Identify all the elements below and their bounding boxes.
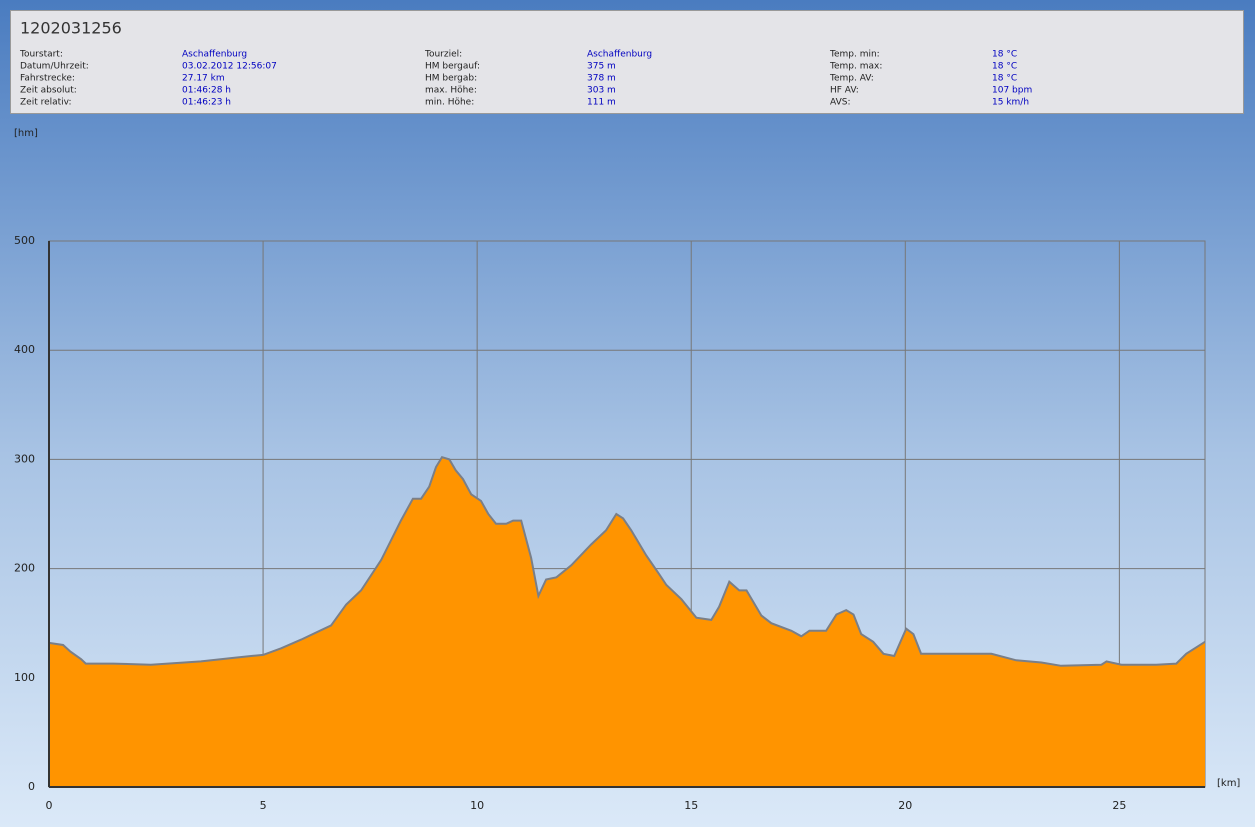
x-tick-label: 10 bbox=[470, 799, 484, 812]
y-tick-label: 0 bbox=[28, 780, 35, 793]
info-value: 303 m bbox=[587, 86, 616, 96]
info-label: Fahrstrecke: bbox=[20, 74, 75, 84]
info-value: 18 °C bbox=[992, 74, 1017, 84]
y-axis-label: [hm] bbox=[14, 128, 38, 139]
elevation-line bbox=[48, 456, 1206, 667]
y-tick-label: 100 bbox=[14, 671, 35, 684]
info-label: min. Höhe: bbox=[425, 98, 474, 108]
info-value: Aschaffenburg bbox=[587, 50, 652, 60]
y-tick-label: 500 bbox=[14, 234, 35, 247]
info-value: 01:46:23 h bbox=[182, 98, 231, 108]
info-label: Temp. min: bbox=[829, 50, 880, 60]
info-value: 18 °C bbox=[992, 50, 1017, 60]
info-value: 01:46:28 h bbox=[182, 86, 231, 96]
info-label: HM bergab: bbox=[425, 74, 477, 84]
info-label: Datum/Uhrzeit: bbox=[20, 62, 89, 72]
info-label: HF AV: bbox=[830, 86, 859, 96]
x-tick-label: 25 bbox=[1112, 799, 1126, 812]
y-tick-label: 200 bbox=[14, 562, 35, 575]
x-tick-label: 15 bbox=[684, 799, 698, 812]
info-value: 03.02.2012 12:56:07 bbox=[182, 62, 277, 72]
info-value: 107 bpm bbox=[992, 86, 1032, 96]
x-tick-label: 20 bbox=[898, 799, 912, 812]
info-label: Temp. max: bbox=[829, 62, 882, 72]
info-label: Tourstart: bbox=[19, 50, 63, 60]
info-label: AVS: bbox=[830, 98, 850, 108]
info-label: Tourziel: bbox=[424, 50, 462, 60]
y-tick-label: 400 bbox=[14, 343, 35, 356]
info-value: 27.17 km bbox=[182, 74, 225, 84]
info-label: Zeit relativ: bbox=[20, 98, 72, 108]
info-value: 111 m bbox=[587, 98, 616, 108]
info-value: 18 °C bbox=[992, 62, 1017, 72]
info-panel bbox=[10, 10, 1244, 114]
info-value: 15 km/h bbox=[992, 98, 1029, 108]
info-label: HM bergauf: bbox=[425, 62, 480, 72]
x-tick-label: 5 bbox=[260, 799, 267, 812]
info-label: max. Höhe: bbox=[425, 86, 477, 96]
info-label: Temp. AV: bbox=[829, 74, 874, 84]
info-label: Zeit absolut: bbox=[20, 86, 77, 96]
elevation-area bbox=[49, 457, 1205, 787]
info-value: 378 m bbox=[587, 74, 616, 84]
info-value: Aschaffenburg bbox=[182, 50, 247, 60]
x-axis-label: [km] bbox=[1217, 778, 1240, 789]
y-tick-label: 300 bbox=[14, 452, 35, 465]
info-value: 375 m bbox=[587, 62, 616, 72]
x-tick-label: 0 bbox=[46, 799, 53, 812]
tour-title: 1202031256 bbox=[20, 19, 122, 38]
